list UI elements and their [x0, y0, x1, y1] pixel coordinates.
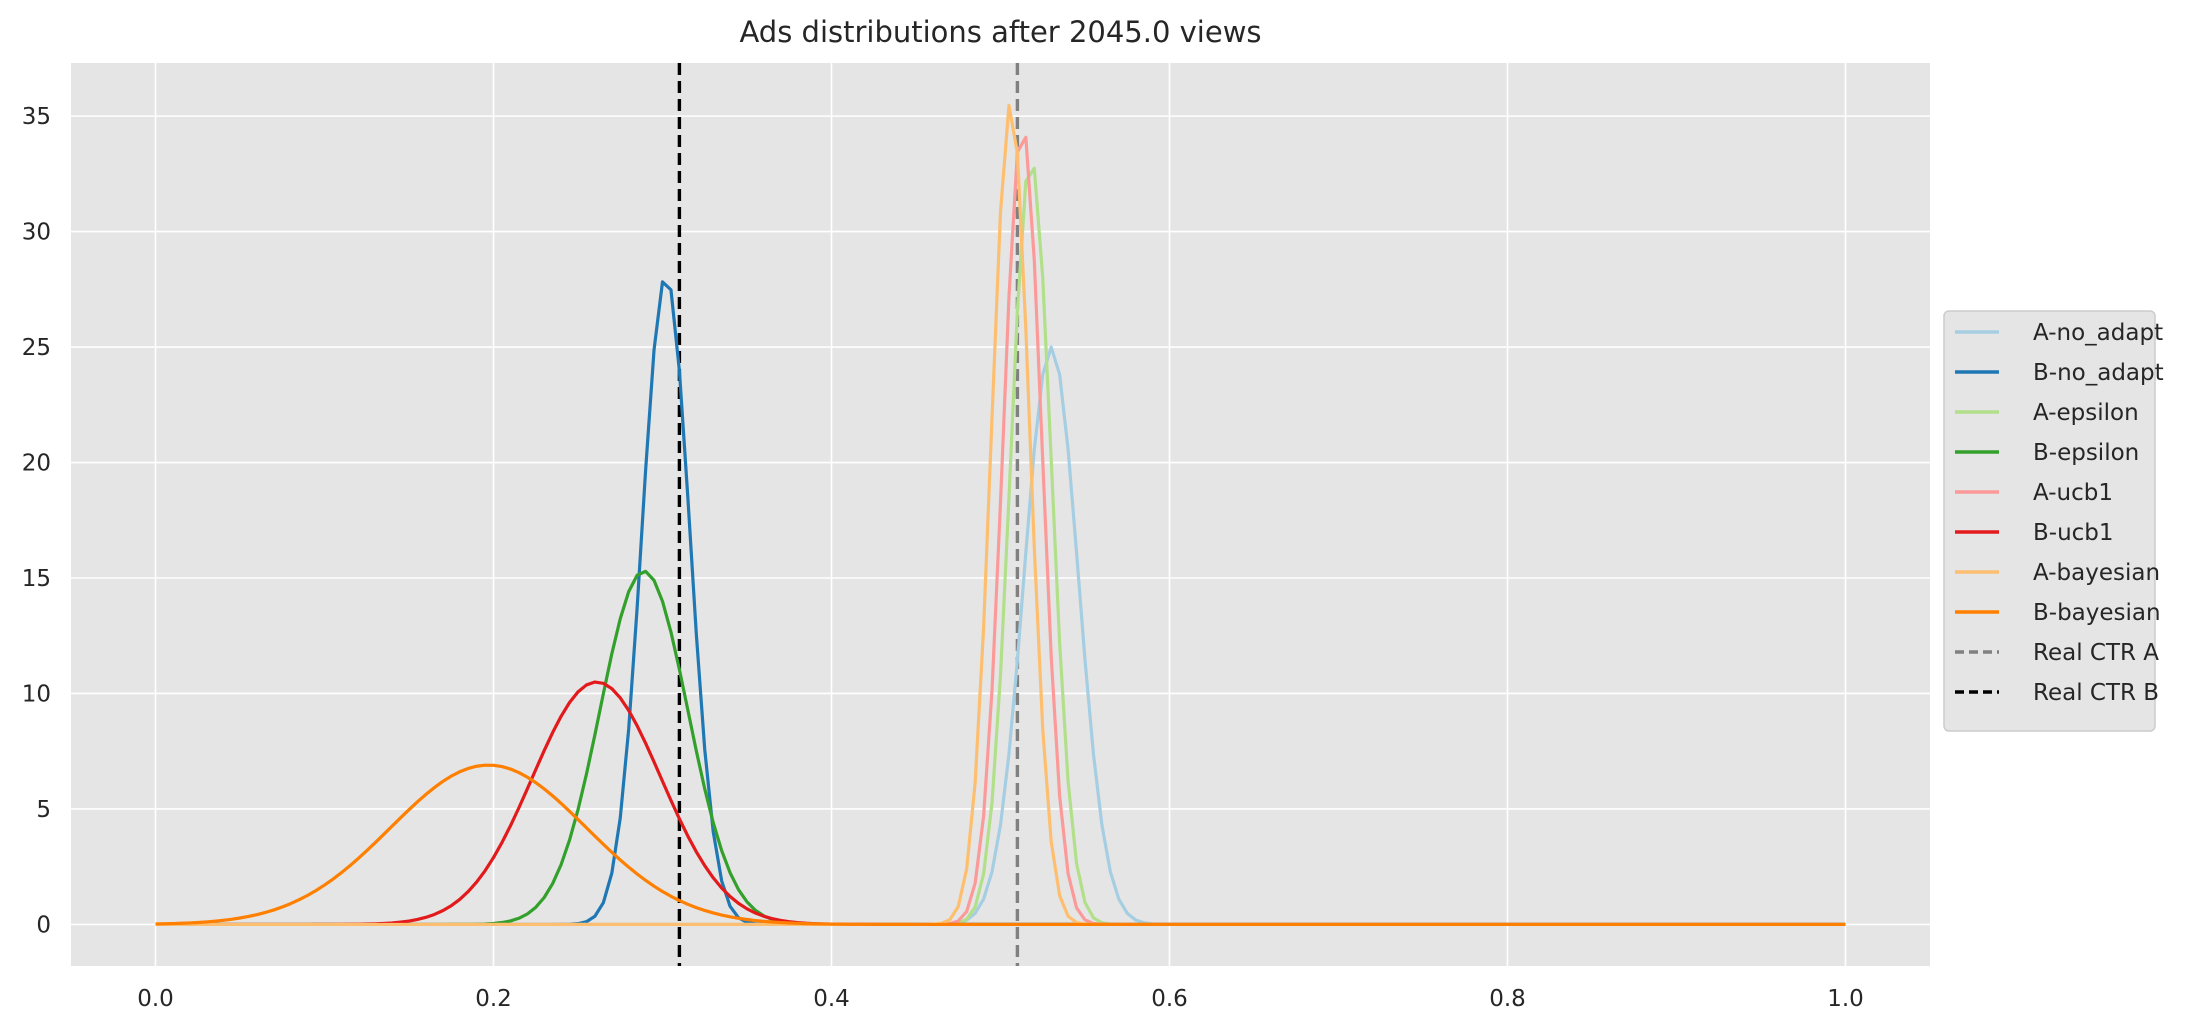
legend-label: Real CTR A	[2033, 640, 2159, 666]
legend-item: B-ucb1	[1955, 520, 2114, 546]
legend-label: B-epsilon	[2033, 440, 2139, 466]
legend: A-no_adapt B-no_adapt A-epsilon B-epsilon A-…	[1943, 310, 2164, 732]
legend-item: B-epsilon	[1955, 440, 2139, 466]
legend-label: Real CTR B	[2033, 680, 2159, 706]
y-axis-ticks: 0 5 10 15 20 25 30 35	[22, 104, 51, 938]
legend-item: B-no_adapt	[1955, 360, 2164, 386]
legend-item: Real CTR B	[1955, 680, 2159, 706]
y-tick-label: 20	[22, 451, 51, 477]
x-tick-label: 0.4	[813, 986, 850, 1012]
x-axis-ticks: 0.0 0.2 0.4 0.6 0.8 1.0	[137, 986, 1864, 1012]
y-tick-label: 5	[36, 797, 51, 823]
y-tick-label: 10	[22, 681, 51, 707]
x-tick-label: 0.6	[1151, 986, 1188, 1012]
chart-title: Ads distributions after 2045.0 views	[739, 15, 1261, 49]
y-tick-label: 0	[36, 912, 51, 938]
y-tick-label: 35	[22, 104, 51, 130]
x-tick-label: 1.0	[1827, 986, 1864, 1012]
x-tick-label: 0.8	[1489, 986, 1526, 1012]
y-tick-label: 25	[22, 335, 51, 361]
legend-item: A-ucb1	[1955, 480, 2113, 506]
y-tick-label: 15	[22, 566, 51, 592]
reference-lines	[677, 63, 1020, 966]
series-lines	[155, 103, 1846, 927]
legend-item: Real CTR A	[1955, 640, 2159, 666]
legend-box	[1943, 310, 2156, 732]
y-tick-label: 30	[22, 220, 51, 246]
series-line-b-bayesian	[155, 763, 1846, 927]
legend-item: B-bayesian	[1955, 600, 2161, 626]
x-tick-label: 0.0	[137, 986, 174, 1012]
legend-label: B-ucb1	[2033, 520, 2114, 546]
x-tick-label: 0.2	[475, 986, 512, 1012]
legend-item: A-bayesian	[1955, 560, 2160, 586]
legend-label: B-bayesian	[2033, 600, 2161, 626]
legend-items: A-no_adapt B-no_adapt A-epsilon B-epsilon A-…	[1955, 320, 2164, 706]
legend-label: A-no_adapt	[2033, 320, 2163, 346]
legend-label: A-bayesian	[2033, 560, 2160, 586]
legend-label: A-epsilon	[2033, 400, 2139, 426]
legend-label: A-ucb1	[2033, 480, 2113, 506]
legend-item: A-no_adapt	[1955, 320, 2163, 346]
legend-item: A-epsilon	[1955, 400, 2139, 426]
legend-label: B-no_adapt	[2033, 360, 2164, 386]
